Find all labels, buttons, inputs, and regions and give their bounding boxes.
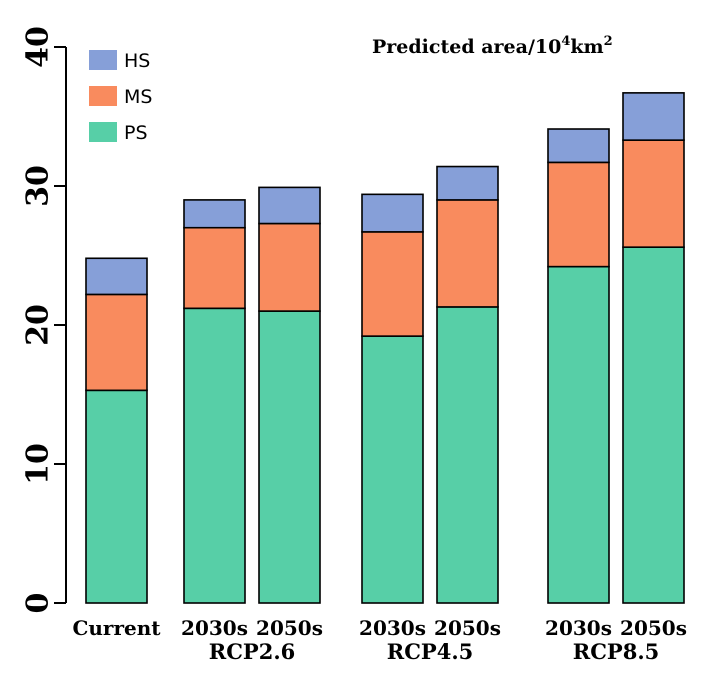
bar-segment-hs [361, 193, 424, 233]
chart-title-main: Predicted area/10 [372, 36, 561, 58]
bar-segment-hs [436, 165, 499, 201]
bar-segment-hs [183, 199, 246, 229]
y-tick-label: 40 [21, 26, 56, 68]
y-tick-label: 30 [21, 165, 56, 207]
group-label: RCP2.6 [209, 639, 296, 664]
x-category-label: 2030s [181, 616, 248, 640]
y-tick-label: 0 [21, 593, 56, 614]
bar-segment-ms [85, 293, 148, 392]
legend-label-ps: PS [124, 122, 148, 144]
y-tick-label: 10 [21, 443, 56, 485]
x-category-label: 2030s [545, 616, 612, 640]
y-tick-label: 20 [21, 304, 56, 346]
bar-segment-ps [361, 335, 424, 604]
bar-segment-ms [622, 139, 685, 248]
bar-segment-ps [547, 265, 610, 604]
bar-segment-hs [258, 186, 321, 225]
bar-segment-hs [622, 92, 685, 141]
bar-segment-ms [436, 199, 499, 308]
bar-segment-ps [436, 306, 499, 604]
legend-swatch-ps [89, 122, 117, 142]
x-category-label: Current [72, 616, 161, 640]
legend-swatch-ms [89, 86, 117, 106]
bar-segment-ms [547, 161, 610, 268]
legend-label-ms: MS [124, 86, 152, 108]
chart-title-unit-superscript: 2 [604, 34, 613, 49]
chart-title: Predicted area/104km2 [372, 34, 613, 58]
bar-segment-ps [622, 246, 685, 604]
group-label: RCP4.5 [387, 639, 474, 664]
bar-segment-ms [361, 231, 424, 337]
bar-segment-ps [85, 389, 148, 604]
x-category-label: 2050s [620, 616, 687, 640]
legend-swatch-hs [89, 50, 117, 70]
y-axis: 0 10 20 30 40 [21, 26, 67, 613]
legend-label-hs: HS [124, 50, 150, 72]
legend: HS MS PS [89, 50, 152, 144]
x-category-label: 2030s [359, 616, 426, 640]
chart-title-unit: km [570, 36, 603, 58]
bar-segment-ms [258, 222, 321, 312]
bar-segment-hs [547, 128, 610, 164]
bar-segment-ps [258, 310, 321, 604]
bar-segment-ps [183, 307, 246, 604]
chart-title-superscript: 4 [561, 34, 570, 49]
group-labels: RCP2.6 RCP4.5 RCP8.5 [209, 639, 660, 664]
bar-segment-ms [183, 226, 246, 310]
bars [85, 92, 685, 604]
group-label: RCP8.5 [573, 639, 660, 664]
bar-segment-hs [85, 257, 148, 296]
x-category-label: 2050s [434, 616, 501, 640]
x-labels: Current 2030s 2050s 2030s 2050s 2030s 2050s [72, 616, 686, 640]
x-category-label: 2050s [256, 616, 323, 640]
